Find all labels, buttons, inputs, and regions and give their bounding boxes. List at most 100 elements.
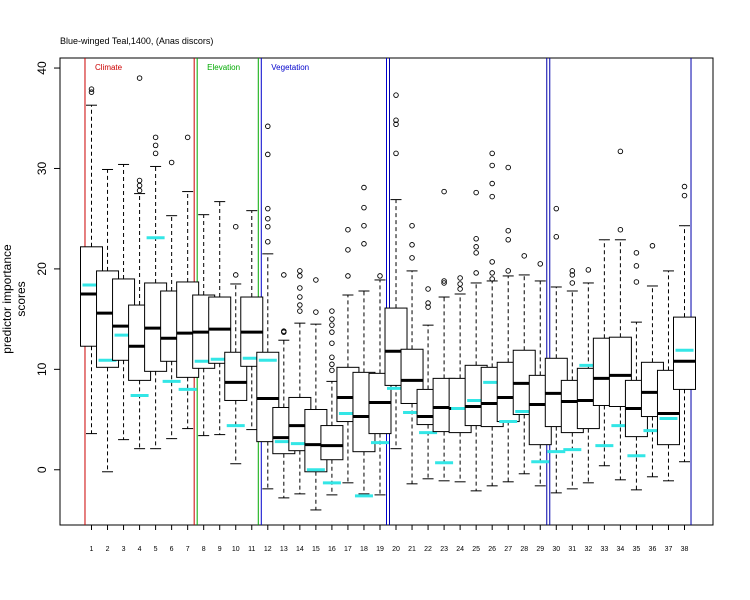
- x-tick-label: 8: [202, 546, 206, 553]
- outlier-point: [265, 205, 271, 212]
- x-tick-label: 1: [90, 546, 94, 553]
- x-tick-label: 26: [488, 546, 496, 553]
- outlier-point: [329, 316, 335, 322]
- outlier-point: [297, 268, 303, 274]
- x-tick-label: 20: [392, 546, 400, 553]
- outlier-point: [265, 215, 271, 222]
- x-tick-label: 37: [665, 546, 673, 553]
- outlier-point: [281, 272, 287, 278]
- box-38: [673, 183, 696, 463]
- x-tick-label: 33: [600, 546, 608, 553]
- box-15: [304, 277, 328, 511]
- x-tick-label: 34: [616, 546, 624, 553]
- x-tick-label: 28: [520, 546, 528, 553]
- outlier-point: [473, 270, 479, 276]
- x-tick-label: 19: [376, 546, 384, 553]
- outlier-point: [681, 192, 688, 199]
- outlier-point: [361, 204, 367, 211]
- chart-title: Blue-winged Teal,1400, (Anas discors): [60, 36, 214, 46]
- x-tick-label: 22: [424, 546, 432, 553]
- x-tick-label: 24: [456, 546, 464, 553]
- x-tick-label: 25: [472, 546, 480, 553]
- outlier-point: [329, 322, 335, 328]
- box-7: [176, 134, 200, 430]
- x-tick-label: 6: [170, 546, 174, 553]
- outlier-point: [505, 268, 511, 274]
- outlier-point: [136, 177, 143, 184]
- x-tick-label: 16: [328, 546, 336, 553]
- group-label: Vegetation: [271, 63, 309, 72]
- outlier-point: [232, 223, 239, 230]
- outlier-point: [441, 188, 447, 195]
- outlier-point: [329, 367, 335, 374]
- x-tick-label: 31: [568, 546, 576, 553]
- outlier-point: [553, 234, 560, 240]
- outlier-point: [425, 286, 431, 292]
- outlier-point: [297, 308, 303, 314]
- box-11: [240, 210, 264, 431]
- x-tick-label: 36: [649, 546, 657, 553]
- outlier-point: [361, 184, 367, 191]
- outlier-point: [457, 275, 463, 281]
- box-body: [673, 316, 696, 390]
- outlier-point: [88, 86, 95, 92]
- x-tick-label: 18: [360, 546, 368, 553]
- outlier-point: [457, 286, 463, 292]
- y-tick-label: 30: [35, 161, 49, 175]
- box-18: [352, 184, 376, 498]
- outlier-point: [441, 278, 447, 284]
- outlier-point: [265, 123, 271, 130]
- boxes-layer: [80, 75, 696, 511]
- outlier-point: [409, 242, 415, 248]
- x-tick-label: 5: [154, 546, 158, 553]
- outlier-point: [152, 142, 159, 149]
- box-3: [112, 163, 136, 441]
- x-tick-label: 30: [552, 546, 560, 553]
- outlier-point: [377, 273, 383, 279]
- outlier-point: [617, 226, 624, 233]
- x-tick-label: 35: [633, 546, 641, 553]
- outlier-point: [345, 226, 351, 233]
- outlier-point: [425, 300, 431, 306]
- outlier-point: [489, 276, 495, 282]
- outlier-point: [633, 263, 640, 269]
- outlier-point: [329, 329, 335, 335]
- x-tick-label: 2: [106, 546, 110, 553]
- y-tick-label: 10: [35, 362, 49, 376]
- y-tick-label: 20: [35, 262, 49, 276]
- outlier-point: [425, 304, 431, 310]
- outlier-point: [649, 243, 656, 249]
- outlier-point: [136, 75, 143, 81]
- outlier-point: [537, 261, 544, 267]
- outlier-point: [473, 189, 479, 196]
- outlier-point: [473, 250, 479, 256]
- outlier-point: [489, 193, 495, 200]
- box-9: [208, 201, 232, 436]
- outlier-point: [168, 159, 175, 166]
- x-tick-label: 11: [248, 546, 255, 553]
- outlier-point: [569, 272, 576, 278]
- outlier-point: [329, 308, 335, 314]
- y-tick-label: 40: [35, 61, 49, 75]
- outlier-point: [297, 302, 303, 308]
- box-27: [496, 164, 520, 483]
- outlier-point: [585, 267, 592, 273]
- x-tick-label: 4: [138, 546, 142, 553]
- outlier-point: [489, 180, 495, 187]
- box-25: [464, 189, 488, 492]
- outlier-point: [473, 236, 479, 242]
- x-tick-label: 27: [504, 546, 512, 553]
- x-tick-label: 15: [312, 546, 320, 553]
- outlier-point: [489, 259, 495, 265]
- outlier-point: [681, 183, 688, 190]
- outlier-point: [505, 237, 511, 243]
- outlier-point: [633, 279, 640, 285]
- outlier-point: [441, 280, 447, 286]
- outlier-point: [297, 285, 303, 291]
- x-tick-label: 7: [186, 546, 190, 553]
- outlier-point: [329, 361, 335, 368]
- outlier-point: [457, 281, 463, 287]
- outlier-point: [409, 255, 415, 261]
- outlier-point: [232, 272, 239, 278]
